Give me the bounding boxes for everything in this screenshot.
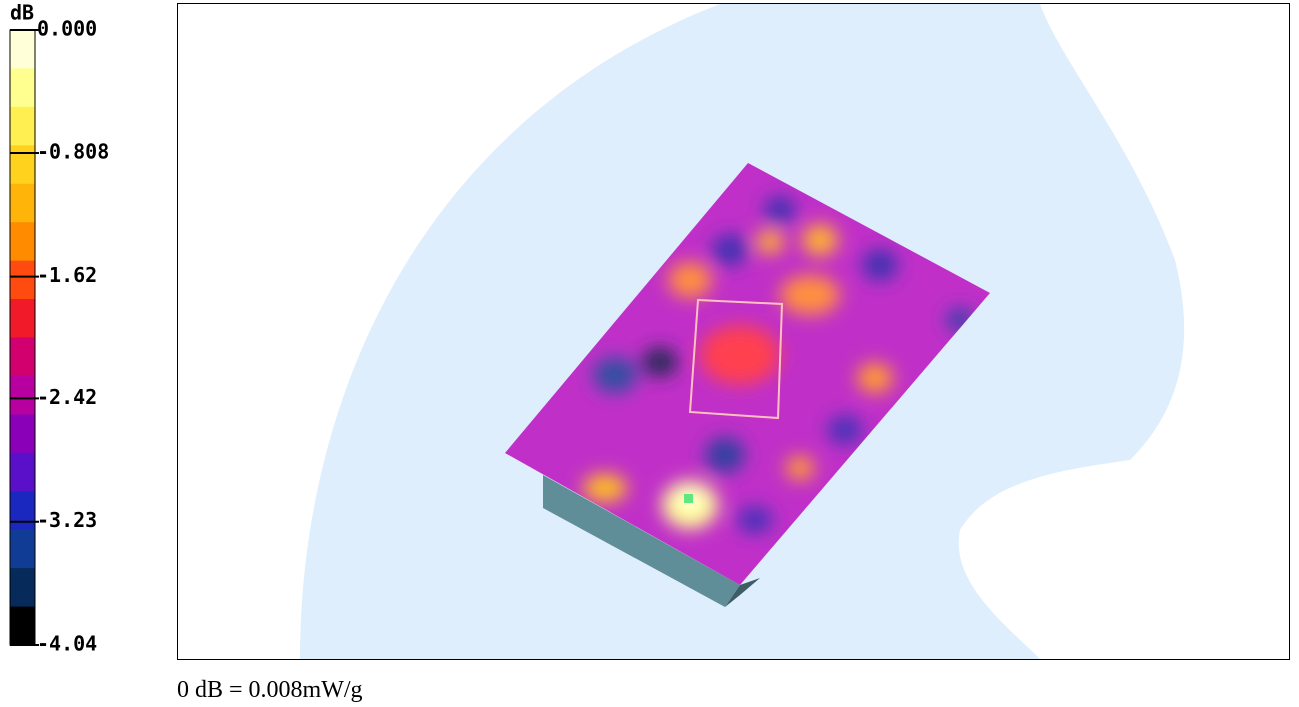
colorbar-band — [10, 491, 35, 530]
colorbar-unit: dB — [10, 1, 34, 25]
caption: 0 dB = 0.008mW/g — [177, 677, 363, 703]
colorbar-band — [10, 299, 35, 338]
colorbar: 0.000 -0.808 -1.62 -2.42 -3.23 -4.04 — [10, 17, 109, 656]
colorbar-tick-label: -4.04 — [37, 632, 97, 656]
colorbar-band — [10, 184, 35, 223]
colorbar-tick-label: -2.42 — [37, 385, 97, 409]
sar-view: dB 0.000 -0.808 -1.62 -2.42 -3.23 -4.04 0 dB … — [0, 0, 1299, 707]
colorbar-band — [10, 261, 35, 300]
colorbar-band — [10, 30, 35, 69]
colorbar-band — [10, 68, 35, 107]
colorbar-band — [10, 607, 35, 646]
colorbar-tick-label: 0.000 — [37, 17, 97, 41]
colorbar-band — [10, 338, 35, 377]
colorbar-band — [10, 414, 35, 453]
colorbar-band — [10, 145, 35, 184]
colorbar-band — [10, 107, 35, 146]
colorbar-tick-label: -3.23 — [37, 508, 97, 532]
colorbar-tick-label: -1.62 — [37, 263, 97, 287]
colorbar-band — [10, 530, 35, 569]
colorbar-band — [10, 222, 35, 261]
scene — [300, 4, 1184, 659]
colorbar-band — [10, 453, 35, 492]
colorbar-band — [10, 568, 35, 607]
peak-marker — [684, 494, 693, 503]
colorbar-tick-label: -0.808 — [37, 140, 109, 164]
colorbar-band — [10, 376, 35, 415]
